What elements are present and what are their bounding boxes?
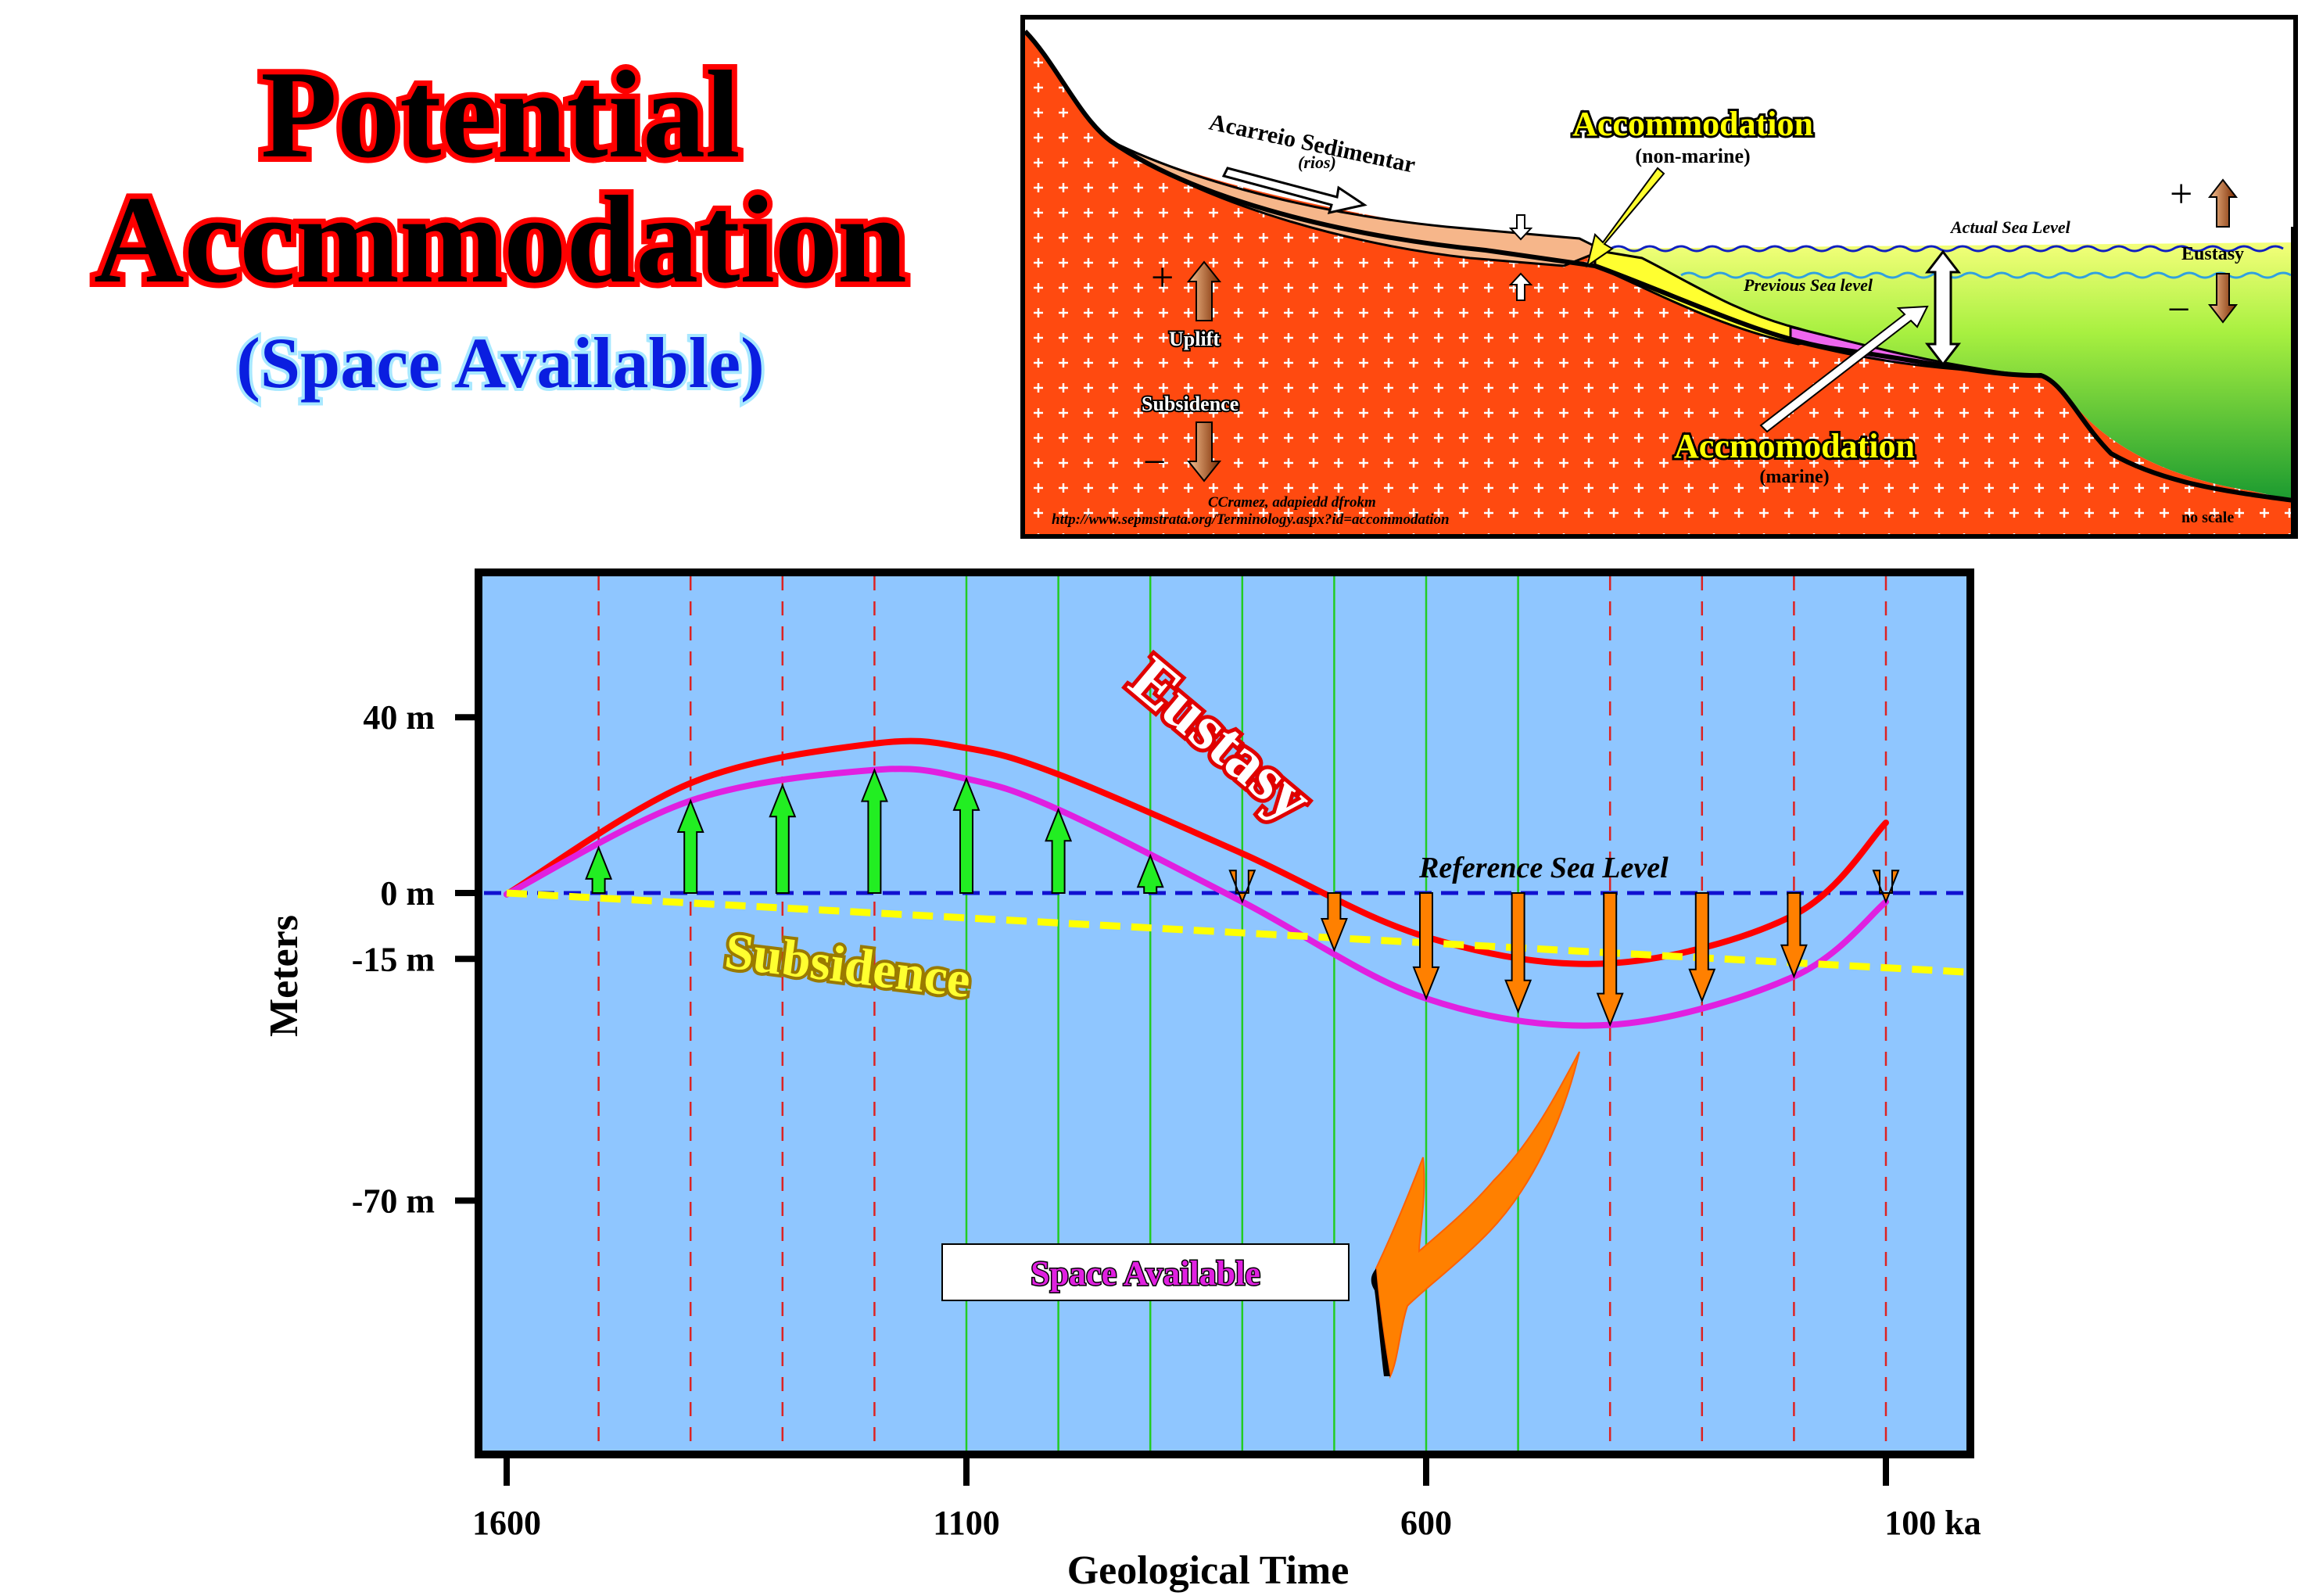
eustasy-small-label: Eustasy: [2181, 244, 2244, 264]
y-tick-label: -15 m: [352, 940, 435, 978]
title-line-1: Potential: [260, 45, 740, 184]
accommodation-marine-sub: (marine): [1759, 467, 1829, 487]
x-tick-label: 600: [1400, 1504, 1452, 1542]
down-arrow: [1688, 892, 1716, 1003]
up-arrow: [676, 798, 704, 894]
down-arrow: [1412, 892, 1440, 1001]
no-scale-label: no scale: [2181, 509, 2234, 526]
space-available-box: [941, 1243, 1350, 1301]
uplift-arrow: [1186, 260, 1222, 321]
cross-section-diagram: Acarreio Sedimentar (rios) Accommodation…: [1020, 15, 2298, 539]
chart: 40 m 0 m -15 m -70 m 1600 1100 600 100 ka Refer…: [262, 568, 1981, 1593]
accommodation-double-arrow: [1924, 249, 1962, 367]
eustasy-minus: −: [2167, 288, 2190, 332]
previous-sea-level-label: Previous Sea level: [1743, 275, 1873, 295]
x-tick-label: 100 ka: [1884, 1504, 1981, 1542]
x-axis-label: Geological Time: [1067, 1548, 1350, 1593]
down-arrow: [1780, 892, 1808, 979]
up-arrow: [860, 767, 888, 894]
actual-sea-level-label: Actual Sea Level: [1949, 217, 2071, 237]
up-arrow: [1136, 853, 1164, 894]
eustasy-plus: +: [2170, 172, 2192, 217]
space-available-pointer: [1375, 1051, 1580, 1379]
credit-text: CCramez, adapiedd dfrokm: [1208, 494, 1376, 511]
up-arrow: [1045, 807, 1073, 894]
coast-up-arrow: [1508, 272, 1533, 301]
sediment-transport-arrow: [1221, 167, 1368, 215]
eustasy-up-arrow: [2207, 178, 2239, 228]
grid-lines: [597, 576, 1887, 1451]
y-tick-label: 40 m: [363, 698, 435, 737]
accommodation-nonmarine-sub: (non-marine): [1635, 145, 1750, 167]
reference-sea-level-label: Reference Sea Level: [1418, 852, 1669, 884]
marine-pointer-arrow: [1759, 305, 1929, 433]
plot-area: [475, 568, 1974, 1458]
space-available-line: [504, 766, 1889, 1029]
title-line-3: (Space Available): [236, 323, 765, 403]
y-tick-label: -70 m: [352, 1182, 435, 1220]
down-arrow: [1872, 870, 1900, 904]
down-arrow: [1596, 892, 1624, 1028]
up-arrow: [585, 845, 613, 894]
arrows: [585, 767, 1900, 1028]
down-arrow: [1228, 870, 1256, 904]
actual-sea-level-line: [1610, 245, 2284, 253]
x-tick-label: 1100: [933, 1504, 1000, 1542]
space-available-label: Space Available: [1031, 1254, 1260, 1293]
down-arrow: [1320, 892, 1348, 952]
down-arrow: [1504, 892, 1532, 1014]
title-line-2: Accmmodation: [94, 170, 907, 309]
y-tick-label: 0 m: [380, 874, 435, 913]
uplift-plus: +: [1151, 256, 1174, 300]
subsidence-line: [506, 889, 1967, 976]
up-arrow: [952, 776, 980, 894]
nonmarine-pointer-arrow: [1586, 167, 1665, 268]
sea-water: [1595, 242, 2296, 500]
coast-down-arrow: [1508, 214, 1533, 241]
title-block: Potential Accmmodation (Space Available): [88, 39, 912, 406]
sediment-transport-sub: (rios): [1298, 152, 1336, 172]
subsidence-arrow: [1186, 421, 1222, 482]
yellow-wedge: [1593, 249, 1830, 346]
axes: 40 m 0 m -15 m -70 m 1600 1100 600 100 ka: [352, 698, 1981, 1542]
y-axis-label: Meters: [262, 915, 306, 1037]
space-available-pointer-edge: [1371, 1268, 1390, 1376]
accommodation-nonmarine-label: Accommodation: [1572, 105, 1813, 143]
eustasy-down-arrow: [2207, 273, 2239, 324]
uplift-label: Uplift: [1169, 328, 1220, 350]
previous-sea-level-line: [1680, 271, 2292, 279]
up-arrow: [769, 783, 797, 894]
subsidence-small-label: Subsidence: [1142, 393, 1239, 415]
subsidence-minus: −: [1143, 440, 1166, 485]
basement-surface: [1023, 29, 2294, 503]
x-tick-label: 1600: [472, 1504, 541, 1542]
accommodation-marine-label: Accmomodation: [1674, 427, 1915, 465]
credit-url: http://www.sepmstrata.org/Terminology.as…: [1052, 511, 1450, 528]
